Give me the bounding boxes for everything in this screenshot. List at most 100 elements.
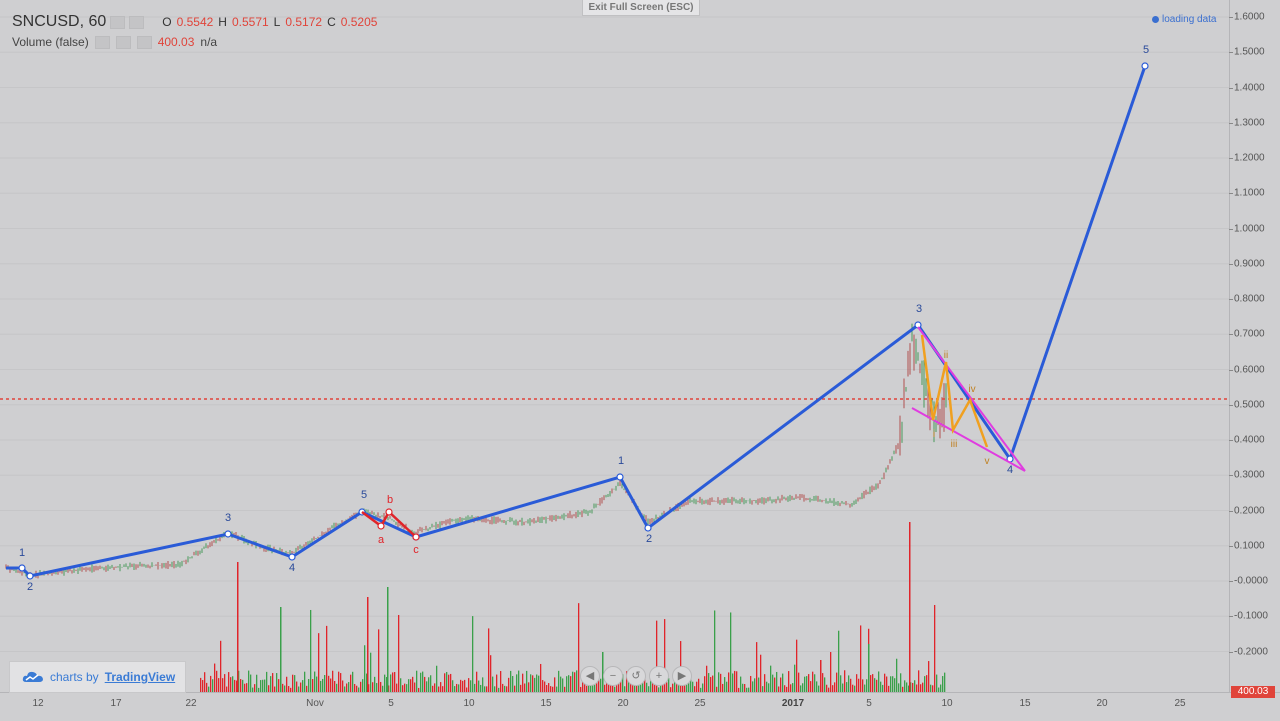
volume-bar (220, 640, 222, 692)
close-icon[interactable] (129, 15, 145, 29)
price-tick-label: 0.2000 (1234, 505, 1265, 516)
volume-bar (870, 675, 872, 692)
volume-bar (944, 672, 946, 692)
exit-fullscreen-button[interactable]: Exit Full Screen (ESC) (582, 0, 700, 16)
volume-bar (940, 684, 942, 692)
volume-bar (400, 678, 402, 692)
volume-bar (784, 685, 786, 692)
eye-icon[interactable] (94, 35, 110, 49)
scroll-right-button[interactable]: ▶ (672, 666, 692, 686)
volume-spike (602, 652, 604, 692)
volume-bar (468, 678, 470, 692)
volume-bar (330, 678, 332, 692)
volume-bar (540, 663, 542, 692)
volume-bar (592, 685, 594, 692)
volume-bar (922, 682, 924, 692)
volume-bar (712, 675, 714, 692)
volume-bar (750, 675, 752, 692)
tradingview-link[interactable]: TradingView (104, 670, 176, 684)
volume-bar (370, 652, 372, 692)
sub-wave-label: ii (944, 350, 948, 361)
volume-bar (666, 682, 668, 692)
volume-bar (270, 676, 272, 692)
volume-bar (320, 680, 322, 692)
volume-bar (206, 682, 208, 692)
low-value: 0.5172 (285, 15, 323, 29)
volume-bar (348, 682, 350, 692)
volume-bar (304, 671, 306, 692)
volume-bar (430, 675, 432, 692)
volume-bar (842, 683, 844, 692)
volume-bar (444, 673, 446, 692)
volume-bar (864, 684, 866, 692)
volume-bar (866, 679, 868, 692)
price-tick-label: 0.3000 (1234, 469, 1265, 481)
volume-bar (336, 683, 338, 692)
settings-icon[interactable] (115, 35, 131, 49)
volume-spike (280, 607, 282, 692)
settings-icon[interactable] (110, 15, 126, 29)
volume-bar (302, 680, 304, 692)
volume-bar (316, 676, 318, 692)
volume-value: 400.03 (157, 35, 195, 49)
volume-bar (850, 678, 852, 692)
close-icon[interactable] (136, 35, 152, 49)
volume-bar (748, 687, 750, 692)
volume-bar (700, 687, 702, 692)
volume-bar (802, 683, 804, 692)
high-value: 0.5571 (231, 15, 269, 29)
volume-bar (454, 686, 456, 692)
volume-label[interactable]: Volume (false) (12, 35, 89, 49)
volume-bar (298, 686, 300, 692)
volume-bar (264, 679, 266, 692)
volume-bar (676, 681, 678, 692)
volume-bar (930, 684, 932, 692)
volume-bar (862, 679, 864, 692)
volume-bar (366, 673, 368, 692)
scroll-left-button[interactable]: ◀ (580, 666, 600, 686)
volume-bar (670, 687, 672, 692)
zoom-out-button[interactable]: − (603, 666, 623, 686)
volume-bar (624, 686, 626, 692)
price-tick (1229, 263, 1233, 265)
volume-bar (200, 677, 202, 692)
volume-bar (248, 670, 250, 692)
time-axis[interactable] (0, 692, 1280, 721)
volume-bar (512, 676, 514, 692)
volume-bar (364, 645, 366, 692)
time-tick-label: 2017 (781, 698, 805, 709)
reset-button[interactable]: ↺ (626, 666, 646, 686)
volume-bar (854, 685, 856, 692)
volume-bar (394, 672, 396, 692)
chart-area[interactable] (0, 0, 1229, 692)
volume-bar (586, 685, 588, 692)
price-tick (1229, 475, 1233, 477)
volume-bar (830, 652, 832, 692)
volume-bar (402, 685, 404, 692)
symbol-label[interactable]: SNCUSD, 60 (12, 13, 107, 30)
price-tick (1229, 52, 1233, 54)
wave-label: 4 (1007, 464, 1013, 476)
volume-bar (900, 673, 902, 692)
volume-spike (868, 644, 870, 692)
zoom-in-button[interactable]: + (649, 666, 669, 686)
tradingview-badge[interactable]: charts by TradingView (9, 661, 186, 693)
sub-wave-line (920, 334, 989, 448)
volume-bar (202, 680, 204, 692)
volume-bar (778, 686, 780, 692)
volume-bar (884, 673, 886, 692)
volume-bar (598, 680, 600, 692)
volume-bar (522, 673, 524, 692)
volume-bar (846, 682, 848, 692)
volume-bar (552, 686, 554, 692)
volume-bar (826, 684, 828, 692)
volume-bar (238, 670, 240, 692)
volume-bar (284, 685, 286, 692)
volume-bar (788, 671, 790, 692)
price-axis[interactable] (1229, 0, 1280, 692)
time-tick-label: 17 (110, 698, 122, 709)
volume-bar (210, 675, 212, 692)
volume-bar (926, 675, 928, 692)
volume-bar (466, 687, 468, 692)
